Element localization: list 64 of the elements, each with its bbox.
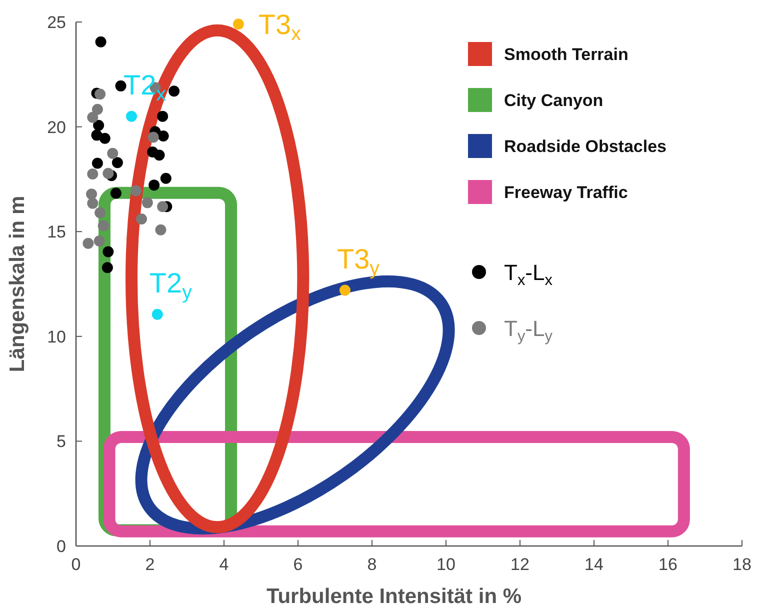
annotation: T2$_{y}$ — [149, 267, 192, 304]
legend-label: T$_{y}$-L$_{y}$ — [504, 316, 553, 344]
point — [157, 110, 168, 122]
point — [107, 148, 118, 159]
annotation: T3$_{x}$ — [258, 9, 302, 46]
point — [93, 120, 104, 131]
y-tick-label: 15 — [47, 222, 66, 242]
point — [82, 238, 94, 249]
annotation: T3$_{y}$ — [336, 243, 380, 280]
point — [157, 201, 168, 212]
point — [87, 168, 98, 180]
point — [94, 207, 106, 218]
point — [87, 112, 98, 123]
y-tick-label: 10 — [47, 327, 66, 346]
annotation: City Canyon — [504, 91, 604, 110]
point — [148, 132, 159, 143]
legend-label: T$_{x}$-L$_{x}$ — [504, 260, 553, 288]
point — [168, 86, 180, 97]
y-tick-label: 25 — [47, 13, 66, 32]
point — [86, 188, 98, 200]
point — [154, 150, 165, 161]
point — [94, 236, 105, 247]
x-tick-label: 18 — [732, 555, 752, 574]
x-tick-label: 2 — [145, 555, 155, 574]
point — [126, 110, 137, 122]
point — [92, 158, 103, 169]
x-tick-label: 16 — [658, 555, 678, 574]
x-tick-label: 4 — [219, 555, 229, 574]
y-tick-label: 0 — [56, 537, 66, 556]
x-tick-label: 8 — [367, 555, 377, 574]
point — [112, 157, 123, 168]
point — [102, 262, 113, 274]
point — [102, 246, 114, 258]
y-tick-label: 20 — [47, 118, 66, 137]
point — [94, 88, 106, 100]
point — [339, 284, 350, 296]
point — [130, 185, 142, 196]
x-tick-label: 12 — [510, 555, 530, 574]
point — [95, 36, 106, 48]
point — [136, 214, 147, 225]
y-axis-title: Längenskala in m — [6, 196, 29, 372]
point — [98, 220, 109, 232]
point — [152, 308, 163, 320]
annotation: Smooth Terrain — [504, 45, 628, 64]
point — [160, 172, 172, 184]
annotation: Roadside Obstacles — [504, 137, 667, 156]
point — [158, 130, 169, 142]
x-axis-title: Turbulente Intensität in % — [266, 585, 522, 608]
point — [155, 224, 166, 236]
point — [148, 180, 160, 191]
point — [99, 132, 110, 144]
point — [110, 188, 122, 199]
point — [92, 104, 103, 115]
point — [87, 198, 98, 209]
point — [102, 168, 114, 179]
annotation: Freeway Traffic — [504, 183, 628, 202]
y-tick-label: 5 — [56, 432, 66, 452]
x-tick-label: 0 — [71, 555, 81, 574]
x-tick-label: 14 — [584, 555, 604, 574]
point — [142, 197, 153, 208]
point — [232, 18, 244, 30]
annotation: T2$_{x}$ — [124, 69, 166, 106]
x-tick-label: 10 — [436, 555, 456, 574]
x-tick-label: 6 — [293, 555, 303, 574]
